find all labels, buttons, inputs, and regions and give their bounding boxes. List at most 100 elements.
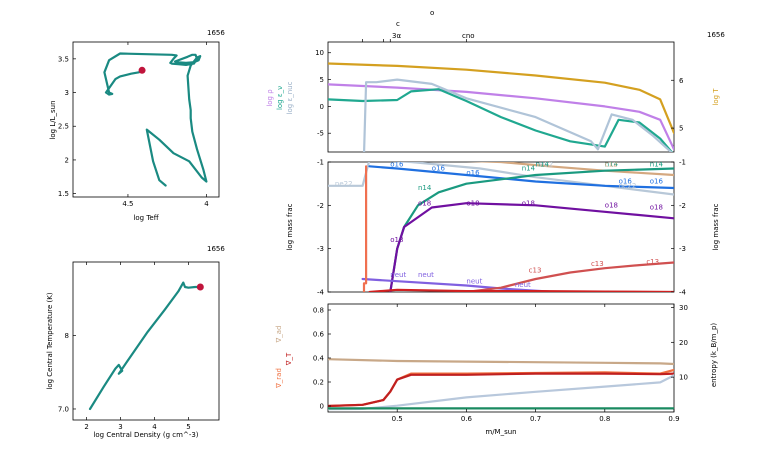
abundance-ytick-label: -2 bbox=[317, 202, 324, 210]
abundance-label-neut: neut bbox=[466, 277, 482, 285]
abundance-label-o18: o18 bbox=[466, 199, 479, 207]
gradients-ytick-label: 0.8 bbox=[313, 307, 324, 315]
abundance-label-n14: n14 bbox=[418, 184, 432, 192]
ylabel-logT: log T bbox=[712, 88, 720, 106]
abundance-label-o16: o16 bbox=[650, 178, 664, 186]
abundance-label-c12: c12 bbox=[605, 160, 618, 168]
gradient-line-grad_T bbox=[328, 372, 674, 408]
gradients-xtick-label: 0.9 bbox=[668, 415, 679, 423]
abundance-line-o18 bbox=[389, 202, 674, 292]
gradients-panel: m/M_sun ∇_ad ∇_T ∇_rad entropy (k_B/m_p)… bbox=[275, 303, 718, 436]
gradients-frame bbox=[327, 303, 675, 413]
hr-model-number: 1656 bbox=[207, 29, 225, 37]
structure-ytick-label: -5 bbox=[317, 130, 324, 138]
abundance-right-ytick-label: -4 bbox=[679, 289, 687, 297]
abundance-label-o18: o18 bbox=[522, 199, 535, 207]
abundance-label-o16: o16 bbox=[390, 160, 404, 168]
structure-ytick-label: 0 bbox=[320, 103, 324, 111]
abundance-label-o18: o18 bbox=[605, 202, 618, 210]
cc-model-number: 1656 bbox=[207, 245, 225, 253]
ylabel-logrho: log ρ bbox=[266, 89, 274, 107]
cc-xtick-label: 4 bbox=[152, 423, 157, 431]
structure-ytick-label: 10 bbox=[315, 49, 324, 57]
cc-xtick-label: 2 bbox=[84, 423, 88, 431]
cc-xtick-label: 3 bbox=[118, 423, 122, 431]
abundance-ytick-label: -4 bbox=[317, 289, 325, 297]
top-label-3alpha: 3α bbox=[392, 32, 401, 40]
abundance-ytick-label: -3 bbox=[317, 245, 324, 253]
abundance-label-c12: c12 bbox=[529, 154, 542, 162]
abundance-label-n14: n14 bbox=[605, 160, 619, 168]
abundance-label-c13: c13 bbox=[591, 260, 604, 268]
cc-ylabel: log Central Temperature (K) bbox=[46, 292, 54, 389]
gradient-lines bbox=[328, 358, 674, 411]
structure-lines bbox=[328, 62, 674, 152]
abundances-panel: log mass frac log mass frac ne22ne22o16o… bbox=[286, 154, 720, 297]
gradients-ytick-label: 0.2 bbox=[313, 379, 324, 387]
abundance-right-ytick-label: -2 bbox=[679, 202, 686, 210]
hr-ytick-label: 3 bbox=[65, 89, 69, 97]
structure-model-number: 1656 bbox=[707, 31, 725, 39]
structure-line-eps_nuc bbox=[362, 78, 673, 152]
top-label-cno: cno bbox=[462, 32, 475, 40]
abundance-label-o16: o16 bbox=[619, 178, 633, 186]
gradients-ytick-label: 0.6 bbox=[313, 331, 325, 339]
abundance-ylabel-right: log mass frac bbox=[712, 203, 720, 250]
ylabel-grad-T: ∇_T bbox=[285, 352, 293, 366]
hr-current-marker bbox=[138, 66, 146, 74]
hr-diagram-panel: 1656 log Teff log L/L_sun 4.5 4 1.5 2 2.5 3 3.… bbox=[49, 29, 225, 222]
hr-ytick-label: 2.5 bbox=[58, 123, 69, 131]
abundance-line-c13 bbox=[465, 261, 674, 292]
abundance-line-extra-8 bbox=[368, 288, 674, 292]
abundance-label-c13: c13 bbox=[646, 258, 659, 266]
abundance-label-n14: n14 bbox=[536, 160, 550, 168]
hr-xtick-label: 4 bbox=[204, 200, 209, 208]
hr-track bbox=[103, 52, 208, 187]
abundance-label-c13: c13 bbox=[529, 267, 542, 275]
cc-frame bbox=[72, 261, 220, 421]
structure-frame bbox=[327, 41, 675, 153]
cc-ytick-label: 7.0 bbox=[58, 405, 69, 413]
abundance-right-ytick-label: -3 bbox=[679, 245, 686, 253]
hr-ytick-label: 1.5 bbox=[58, 190, 69, 198]
structure-line-eps_nu bbox=[328, 88, 674, 152]
structure-line-logT bbox=[328, 62, 674, 134]
abundance-label-n14: n14 bbox=[522, 165, 536, 173]
cc-current-marker bbox=[196, 283, 204, 291]
abundance-label-o18: o18 bbox=[418, 199, 431, 207]
gradients-xtick-label: 0.6 bbox=[461, 415, 473, 423]
cc-xtick-label: 5 bbox=[186, 423, 190, 431]
gradients-ytick-label: 0 bbox=[320, 403, 324, 411]
hr-frame bbox=[72, 41, 220, 198]
abundance-label-o18: o18 bbox=[650, 204, 663, 212]
abundance-right-ytick-label: -1 bbox=[679, 159, 686, 167]
top-label-c: c bbox=[396, 20, 400, 28]
ylabel-eps-nuc: log ε_nuc bbox=[286, 81, 294, 114]
ylabel-grad-rad: ∇_rad bbox=[275, 368, 283, 389]
ylabel-grad-ad: ∇_ad bbox=[275, 326, 283, 344]
abundance-ylabel: log mass frac bbox=[286, 203, 294, 250]
abundance-label-o16: o16 bbox=[466, 169, 480, 177]
cc-xlabel: log Central Density (g cm^-3) bbox=[93, 431, 198, 439]
hr-ylabel: log L/L_sun bbox=[49, 100, 57, 139]
ylabel-entropy: entropy (k_B/m_p) bbox=[710, 323, 718, 388]
abundance-label-neut: neut bbox=[418, 271, 434, 279]
hr-xtick-label: 4.5 bbox=[122, 200, 133, 208]
gradients-xlabel: m/M_sun bbox=[485, 428, 516, 436]
gradient-line-entropy bbox=[328, 374, 674, 411]
gradients-xtick-label: 0.8 bbox=[599, 415, 610, 423]
abundance-label-ne22: ne22 bbox=[619, 182, 637, 190]
gradients-xtick-label: 0.5 bbox=[392, 415, 403, 423]
abundance-label-neut: neut bbox=[515, 281, 531, 289]
abundance-label-ne22: ne22 bbox=[456, 154, 474, 162]
cc-track bbox=[88, 281, 202, 411]
hr-ytick-label: 3.5 bbox=[58, 55, 69, 63]
structure-right-ytick-label: 6 bbox=[679, 77, 684, 85]
ylabel-eps-nu: log ε_ν bbox=[276, 86, 284, 110]
gradients-right-ytick-label: 10 bbox=[679, 374, 688, 382]
structure-right-ytick-label: 5 bbox=[679, 125, 683, 133]
gradients-right-ytick-label: 20 bbox=[679, 339, 688, 347]
abundance-label-ne22: ne22 bbox=[335, 180, 353, 188]
